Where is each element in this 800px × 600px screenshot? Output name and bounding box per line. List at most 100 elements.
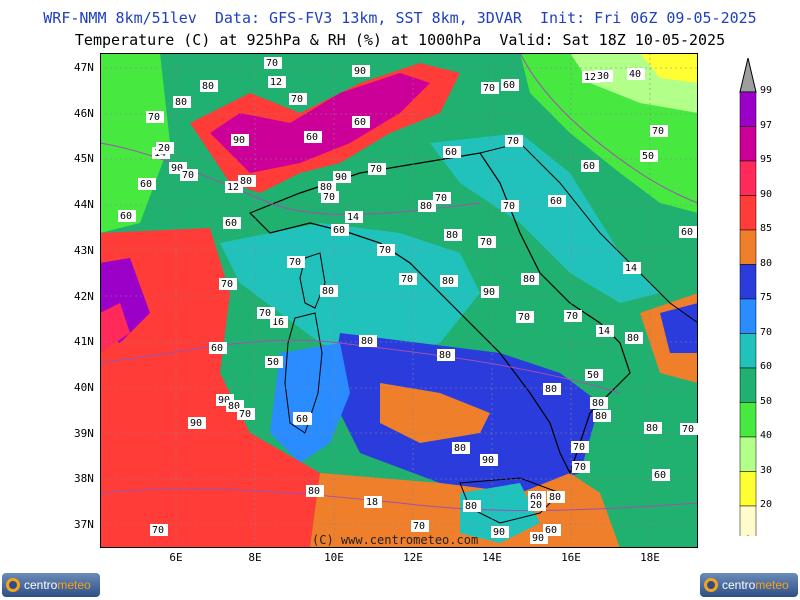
contour-label: 12 [270,77,282,88]
colorbar-label: 97 [760,119,773,131]
contour-label: 70 [401,274,413,285]
colorbar-label: 95 [760,154,773,165]
contour-label: 90 [218,395,230,406]
contour-label-bg [223,217,241,229]
contour-label-bg [352,116,370,128]
contour-label-bg [265,356,283,368]
contour-label-bg [680,423,698,435]
contour-label: 70 [574,462,586,473]
contour-label: 80 [545,384,557,395]
contour-label: 80 [439,350,451,361]
colorbar-swatch [739,229,757,265]
contour-label: 70 [152,525,164,536]
centrometeo-logo-left[interactable]: centro meteo [2,573,100,597]
corsica-coastline [299,252,326,309]
contour-label: 60 [296,414,308,425]
contour-label-bg [516,311,534,323]
contour-label: 60 [681,227,693,238]
contour-label: 50 [587,370,599,381]
contour-label-bg [156,142,174,154]
contour-label: 12 [584,72,596,83]
field-valid-title: Temperature (C) at 925hPa & RH (%) at 10… [74,31,726,49]
contour-label-bg [294,413,312,425]
contour-label-bg [572,461,590,473]
contour-label-bg [320,285,338,297]
rh-area-tyrrhenian-north [220,223,480,363]
colorbar [739,58,757,536]
colorbar-swatch [739,298,757,334]
contour-label: 70 [413,521,425,532]
contour-label: 70 [239,409,251,420]
contour-label-bg [257,307,275,319]
longitude-tick: 6E [169,551,183,564]
contour-label-bg [640,150,658,162]
contour-label-bg [571,441,589,453]
contour-label-bg [521,273,539,285]
contour-label-bg [368,163,386,175]
latitude-tick: 41N [74,335,94,349]
contour-labels: 7012709080706012304080709060607014209070… [118,57,698,544]
contour-label-bg [481,82,499,94]
contour-label-bg [352,65,370,77]
contour-label-bg [264,57,282,69]
contour-label: 50 [267,357,279,368]
colorbar-label: 60 [760,361,773,372]
contour-label: 70 [291,94,303,105]
contour-label: 70 [266,58,278,69]
contour-label: 90 [335,172,347,183]
contour-label-bg [321,191,339,203]
contour-label: 70 [652,126,664,137]
contour-label: 60 [503,80,515,91]
weather-map: 7012709080706012304080709060607014209070… [100,53,698,548]
contour-label-bg [548,195,566,207]
logo-text-a: centro [722,578,756,592]
contour-label-bg [623,262,641,274]
contour-label-bg [440,275,458,287]
contour-label-bg [543,383,561,395]
contour-label: 80 [595,411,607,422]
logo-ring-icon [704,578,718,592]
contour-label-bg [644,422,662,434]
contour-label-bg [481,286,499,298]
latitude-tick: 42N [74,289,94,303]
contour-label: 60 [211,343,223,354]
contour-label-bg [287,256,305,268]
contour-label: 70 [435,193,447,204]
contour-label-bg [289,93,307,105]
contour-label: 60 [530,492,542,503]
colorbar-swatch [739,436,757,472]
contour-label-bg [444,229,462,241]
contour-label-bg [238,175,256,187]
colorbar-label: 75 [760,292,773,303]
isotherms [100,53,698,511]
latitude-tick: 43N [74,243,94,257]
centrometeo-logo-right[interactable]: centro meteo [700,573,798,597]
contour-label-bg [433,192,451,204]
contour-label: 70 [480,237,492,248]
colorbar-swatch [739,367,757,403]
contour-label: 80 [454,443,466,454]
contour-label-bg [452,442,470,454]
contour-label-bg [593,410,611,422]
contour-label: 70 [182,170,194,181]
contour-label-bg [679,226,697,238]
rh-area-adriatic [430,133,660,303]
longitude-tick: 14E [482,551,502,564]
contour-label: 70 [370,164,382,175]
rh-area-very-dry [640,53,698,83]
colorbar-swatch [739,471,757,507]
colorbar-swatch [739,264,757,300]
longitude-tick: 10E [324,551,344,564]
contour-label-bg [547,491,565,503]
logo-text-b: meteo [755,578,789,592]
contour-label: 70 [289,257,301,268]
contour-label: 60 [545,525,557,536]
contour-label: 80 [465,501,477,512]
contour-label: 80 [308,486,320,497]
contour-label: 90 [190,418,202,429]
contour-label-bg [501,79,519,91]
contour-label: 80 [322,286,334,297]
contour-label: 14 [347,212,359,223]
latitude-tick: 47N [74,61,94,74]
contour-label-bg [585,369,603,381]
